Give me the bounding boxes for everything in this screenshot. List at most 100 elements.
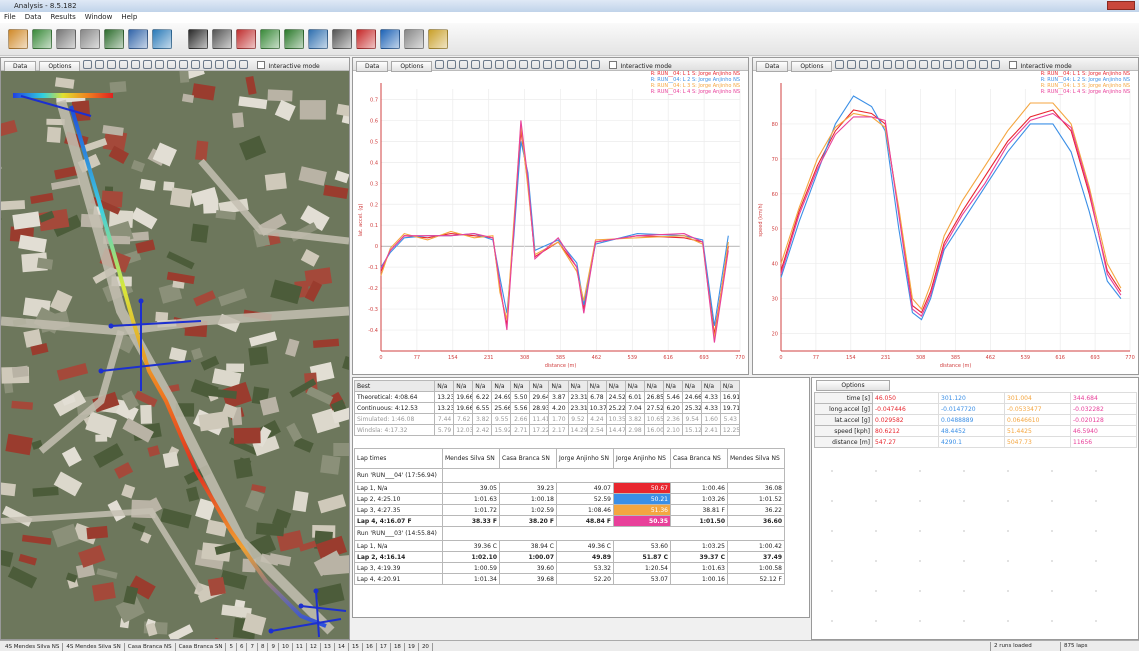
run-tab[interactable]: Casa Branca SN [176,643,227,651]
run-tab[interactable]: 12 [307,643,321,651]
toolbar-button[interactable] [356,29,376,49]
run-tab[interactable]: 20 [419,643,433,651]
panel-tool-icon[interactable] [871,60,880,69]
panel-tool-icon[interactable] [447,60,456,69]
panel-tool-icon[interactable] [991,60,1000,69]
panel-tool-icon[interactable] [179,60,188,69]
toolbar-button[interactable] [188,29,208,49]
menu-item[interactable]: Window [85,13,113,21]
panel-tool-icon[interactable] [883,60,892,69]
panel-tool-icon[interactable] [107,60,116,69]
panel-tool-icon[interactable] [435,60,444,69]
panel-tool-icon[interactable] [847,60,856,69]
run-tab[interactable]: 4S Mendes Silva NS [2,643,63,651]
panel-tool-icon[interactable] [907,60,916,69]
panel-tool-icon[interactable] [239,60,248,69]
panel-tool-icon[interactable] [471,60,480,69]
building [322,555,349,575]
options-button[interactable]: Options [816,380,890,391]
panel-tool-icon[interactable] [835,60,844,69]
run-tab[interactable]: 19 [405,643,419,651]
sector-time: 2.42 [473,425,492,436]
close-button[interactable] [1107,1,1135,10]
panel-tool-icon[interactable] [131,60,140,69]
panel-tool-icon[interactable] [483,60,492,69]
run-tab[interactable]: Casa Branca NS [125,643,176,651]
panel-tool-icon[interactable] [119,60,128,69]
run-tab[interactable]: 14 [335,643,349,651]
panel-tool-icon[interactable] [919,60,928,69]
run-tab[interactable]: 11 [293,643,307,651]
toolbar-button[interactable] [308,29,328,49]
toolbar-button[interactable] [404,29,424,49]
toolbar-button[interactable] [260,29,280,49]
run-tab[interactable]: 5 [226,643,237,651]
panel-tool-icon[interactable] [215,60,224,69]
panel-tool-icon[interactable] [931,60,940,69]
panel-tool-icon[interactable] [519,60,528,69]
panel-tool-icon[interactable] [83,60,92,69]
toolbar-button[interactable] [332,29,352,49]
run-tab[interactable]: 17 [377,643,391,651]
panel-tool-icon[interactable] [495,60,504,69]
toolbar-button[interactable] [32,29,52,49]
run-tab[interactable]: 13 [321,643,335,651]
y-axis-label: lat. accel. (g) [358,204,364,237]
toolbar-button[interactable] [428,29,448,49]
toolbar-button[interactable] [80,29,100,49]
run-tab[interactable]: 16 [363,643,377,651]
panel-tool-icon[interactable] [459,60,468,69]
run-tab[interactable]: 15 [349,643,363,651]
panel-tool-icon[interactable] [227,60,236,69]
run-tab[interactable]: 8 [258,643,269,651]
sector-time: 11.41 [530,414,549,425]
panel-tool-icon[interactable] [155,60,164,69]
grid-dot [1007,500,1008,501]
lap-time: 38.33 F [443,516,500,527]
menu-item[interactable]: File [4,13,16,21]
panel-tool-icon[interactable] [191,60,200,69]
panel-tool-icon[interactable] [531,60,540,69]
toolbar-button[interactable] [104,29,124,49]
panel-tool-icon[interactable] [943,60,952,69]
interactive-mode-checkbox[interactable]: Interactive mode [1009,61,1071,70]
panel-tool-icon[interactable] [567,60,576,69]
panel-tool-icon[interactable] [95,60,104,69]
toolbar-button[interactable] [128,29,148,49]
panel-tool-icon[interactable] [591,60,600,69]
panel-tool-icon[interactable] [167,60,176,69]
panel-tool-icon[interactable] [979,60,988,69]
panel-tool-icon[interactable] [203,60,212,69]
run-tab[interactable]: 9 [268,643,279,651]
menu-item[interactable]: Data [25,13,42,21]
toolbar-button[interactable] [152,29,172,49]
toolbar-button[interactable] [212,29,232,49]
toolbar-button[interactable] [8,29,28,49]
menu-item[interactable]: Help [121,13,137,21]
panel-tool-icon[interactable] [955,60,964,69]
toolbar-button[interactable] [236,29,256,49]
panel-tool-icon[interactable] [895,60,904,69]
toolbar-button[interactable] [56,29,76,49]
grid-dot [1095,530,1096,531]
panel-tool-icon[interactable] [859,60,868,69]
speed-panel: DataOptionsInteractive mode2030405060708… [752,57,1139,375]
panel-tool-icon[interactable] [143,60,152,69]
run-tab[interactable]: 10 [279,643,293,651]
toolbar-button[interactable] [284,29,304,49]
panel-tool-icon[interactable] [555,60,564,69]
interactive-mode-checkbox[interactable]: Interactive mode [257,61,319,70]
toolbar-button[interactable] [380,29,400,49]
panel-tool-icon[interactable] [579,60,588,69]
interactive-mode-checkbox[interactable]: Interactive mode [609,61,671,70]
x-tick-label: 0 [379,355,382,361]
building [191,224,209,243]
run-tab[interactable]: 4S Mendes Silva SN [63,643,124,651]
menu-item[interactable]: Results [50,13,75,21]
run-tab[interactable]: 18 [391,643,405,651]
panel-tool-icon[interactable] [507,60,516,69]
panel-tool-icon[interactable] [967,60,976,69]
run-tab[interactable]: 7 [247,643,258,651]
panel-tool-icon[interactable] [543,60,552,69]
run-tab[interactable]: 6 [237,643,248,651]
